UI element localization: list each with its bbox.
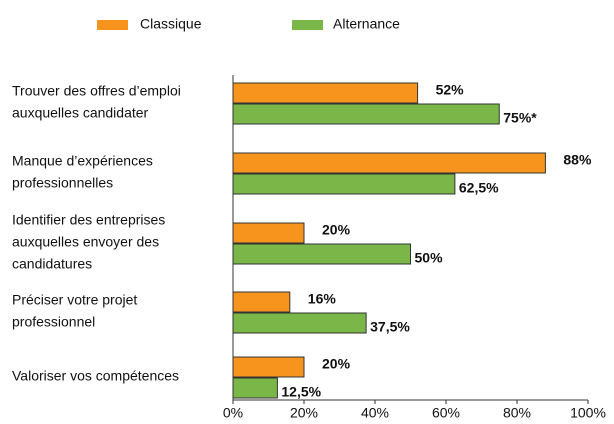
category-label: professionnel: [12, 314, 95, 330]
category-label: Identifier des entreprises: [12, 212, 165, 228]
x-tick-label: 20%: [290, 405, 318, 421]
bar: [232, 152, 546, 174]
category-label: Valoriser vos compétences: [12, 368, 179, 384]
value-label: 16%: [308, 291, 337, 307]
legend-swatch: [292, 20, 323, 30]
x-tick-label: 40%: [361, 405, 389, 421]
x-tick-label: 0%: [223, 405, 243, 421]
legend-swatch: [97, 20, 128, 30]
value-label: 62,5%: [459, 180, 499, 196]
value-label: 37,5%: [370, 319, 410, 335]
value-label: 20%: [322, 356, 351, 372]
category-label: professionnelles: [12, 175, 113, 191]
bar: [232, 82, 419, 104]
bar: [232, 291, 291, 313]
value-label: 52%: [436, 82, 465, 98]
category-label: Trouver des offres d’emploi: [12, 83, 181, 99]
x-tick-label: 80%: [503, 405, 531, 421]
value-label: 88%: [563, 152, 592, 168]
category-label: auxquelles candidater: [12, 105, 149, 121]
value-label: 50%: [415, 250, 444, 266]
bar: [232, 103, 500, 125]
bar: [232, 312, 367, 334]
legend-label: Classique: [140, 16, 202, 32]
value-label: 20%: [322, 222, 351, 238]
bar: [232, 243, 411, 265]
value-label: 12,5%: [281, 384, 321, 400]
bar: [232, 377, 278, 399]
legend-label: Alternance: [333, 16, 400, 32]
x-tick-label: 100%: [570, 405, 606, 421]
value-label: 75%*: [503, 110, 537, 126]
bar: [232, 173, 456, 195]
bar: [232, 222, 305, 244]
category-label: candidatures: [12, 256, 92, 272]
x-tick-label: 60%: [432, 405, 460, 421]
bar: [232, 356, 305, 378]
category-label: auxquelles envoyer des: [12, 234, 159, 250]
category-label: Manque d’expériences: [12, 153, 153, 169]
category-label: Préciser votre projet: [12, 292, 137, 308]
